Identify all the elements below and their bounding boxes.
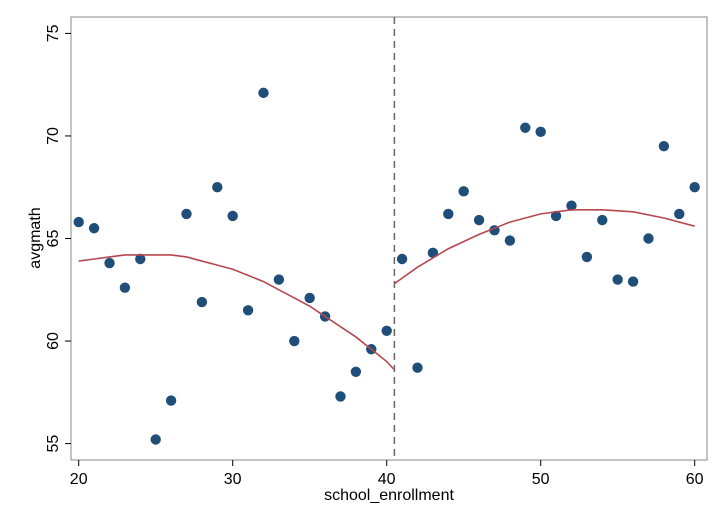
data-point [304, 292, 315, 304]
y-tick-label: 55 [45, 435, 62, 453]
data-point [88, 223, 100, 234]
data-point [443, 208, 454, 220]
x-tick-label: 50 [532, 471, 550, 488]
data-point [427, 247, 439, 259]
fit-line-left [78, 254, 395, 371]
fit-lines [78, 208, 695, 371]
y-axis: 55 60 65 70 75 [45, 24, 71, 452]
data-point [597, 214, 608, 226]
data-point [566, 200, 577, 211]
data-point [643, 233, 654, 244]
data-point [550, 210, 562, 222]
y-tick-label: 70 [45, 127, 62, 145]
data-point [258, 87, 269, 99]
data-point [119, 282, 131, 293]
y-tick-label: 65 [45, 230, 62, 248]
x-axis-title: school_enrollment [324, 487, 454, 504]
x-tick-label: 30 [224, 471, 242, 488]
data-point [212, 182, 223, 193]
data-point [227, 210, 238, 222]
data-point [289, 335, 300, 347]
data-point [612, 274, 623, 285]
data-point [273, 274, 285, 285]
data-point [242, 305, 254, 316]
data-point [581, 251, 593, 263]
data-point [396, 253, 408, 265]
y-axis-title: avgmath [27, 207, 44, 268]
x-tick-label: 40 [378, 471, 396, 488]
data-point [181, 208, 192, 220]
data-point [458, 186, 469, 197]
data-point [535, 126, 546, 138]
data-point [520, 122, 531, 133]
data-point [73, 216, 84, 228]
data-point [196, 296, 208, 308]
x-tick-label: 60 [686, 471, 704, 488]
y-tick-label: 60 [45, 332, 62, 350]
data-point [135, 253, 146, 265]
data-point [350, 366, 362, 378]
data-point [150, 434, 161, 445]
data-point [412, 362, 423, 373]
data-point [165, 395, 177, 406]
x-tick-label: 20 [70, 471, 88, 488]
data-point [689, 182, 700, 193]
data-point [335, 391, 346, 402]
data-point [674, 208, 685, 220]
data-point [473, 214, 485, 226]
fit-line-right [393, 208, 695, 285]
x-axis: 20 30 40 50 60 [70, 460, 704, 488]
data-point [504, 235, 516, 246]
data-point [104, 257, 115, 269]
data-point [381, 325, 392, 336]
y-tick-label: 75 [45, 24, 62, 42]
plot-frame [70, 16, 708, 461]
data-point [627, 276, 639, 287]
data-point [658, 141, 670, 152]
